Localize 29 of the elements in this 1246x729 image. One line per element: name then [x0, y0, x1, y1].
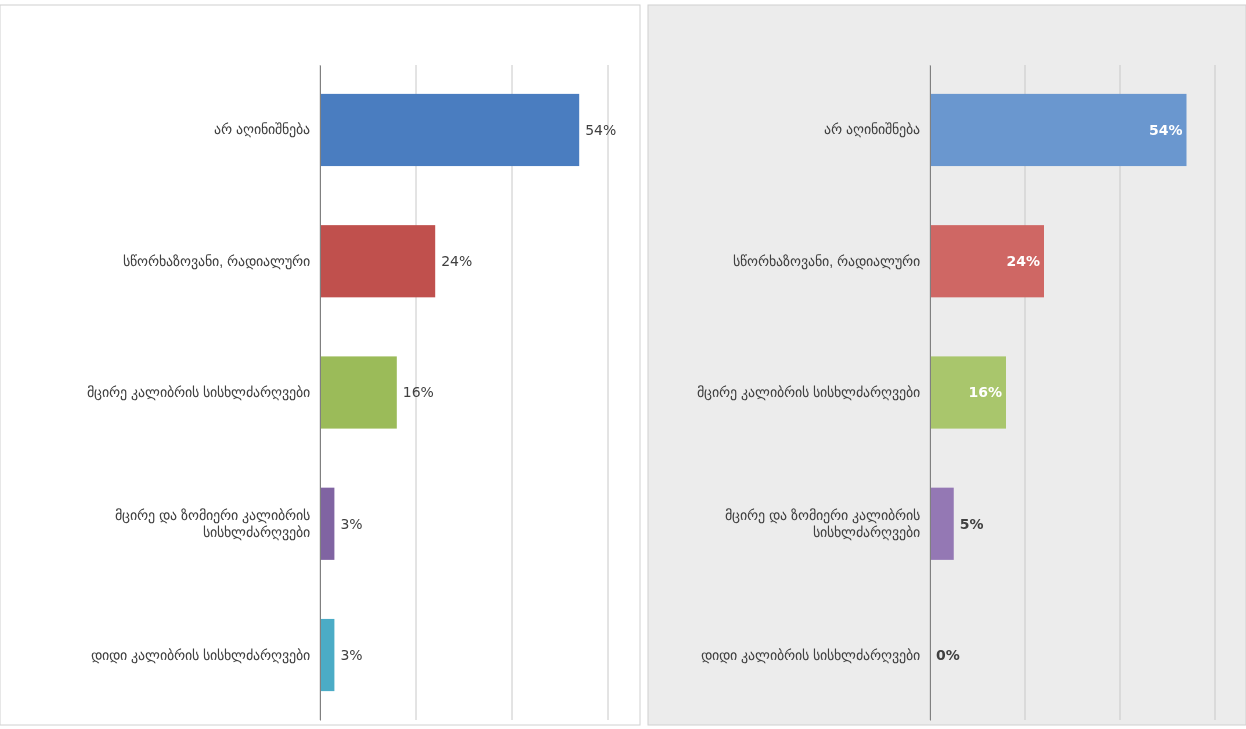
bar — [320, 356, 397, 429]
y-tick-label: არ აღინიშნება — [824, 121, 920, 139]
bar — [930, 356, 1006, 429]
data-label: 5% — [959, 515, 984, 532]
y-tick-label: არ აღინიშნება — [214, 121, 310, 139]
data-label: 16% — [968, 384, 1002, 401]
data-label: 24% — [1006, 253, 1040, 270]
data-label: 3% — [340, 515, 363, 532]
bar — [320, 225, 436, 298]
y-tick-label: დიდი კალიბრის სისხლძარღვები — [91, 646, 310, 664]
y-tick-label: სწორხაზოვანი, რადიალური — [123, 252, 310, 270]
data-label: 24% — [441, 253, 473, 270]
data-label: 0% — [936, 646, 960, 663]
y-tick-label: მცირე და ზომიერი კალიბრის სისხლძარღვები — [115, 506, 310, 541]
y-tick-label: სწორხაზოვანი, რადიალური — [733, 252, 920, 270]
data-label: 54% — [1148, 121, 1183, 138]
bar — [320, 618, 335, 692]
y-tick-label: მცირე კალიბრის სისხლძარღვები — [697, 383, 920, 401]
bar — [320, 93, 580, 167]
data-label: 54% — [585, 121, 617, 138]
data-label: 3% — [340, 646, 363, 663]
bar — [930, 225, 1044, 298]
y-tick-label: მცირე და ზომიერი კალიბრის სისხლძარღვები — [725, 506, 920, 541]
bar — [930, 487, 954, 560]
y-tick-label: მცირე კალიბრის სისხლძარღვები — [87, 383, 310, 401]
bar — [320, 487, 335, 560]
bar — [930, 93, 1187, 167]
y-tick-label: დიდი კალიბრის სისხლძარღვები — [701, 646, 920, 664]
data-label: 16% — [402, 384, 434, 401]
